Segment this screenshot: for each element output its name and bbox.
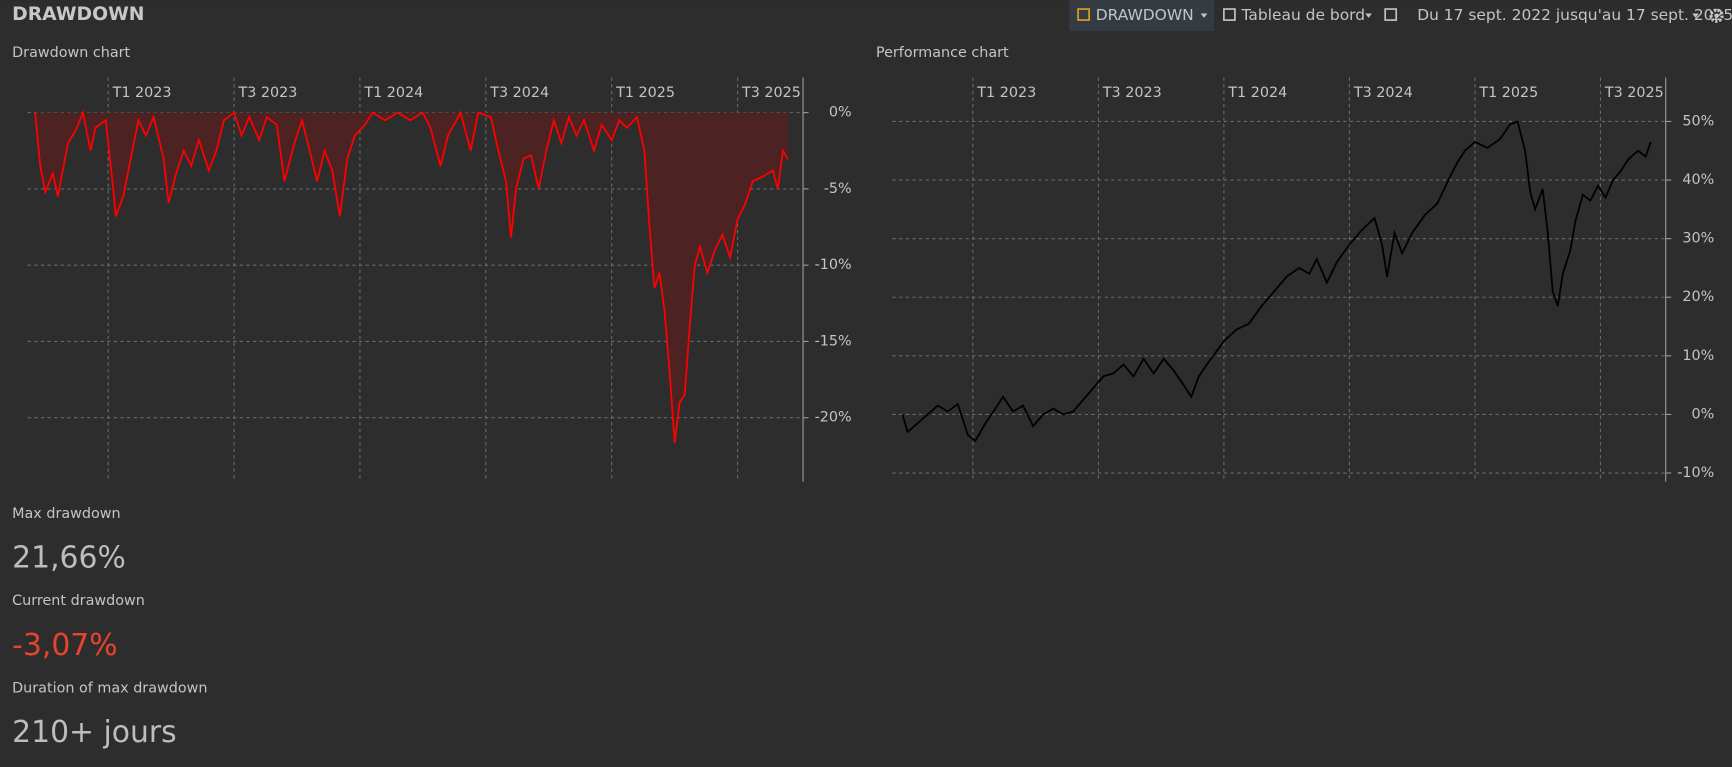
y-tick-label: 40% [1682,172,1714,188]
stat-value: 21,66% [12,541,126,576]
y-tick-label: 50% [1682,113,1714,129]
x-tick-label: T3 2024 [489,85,549,101]
dropdown-arrow[interactable] [1692,13,1699,18]
y-tick-label: -5% [824,181,852,197]
x-tick-label: T1 2023 [112,85,172,101]
tab-icon [1077,8,1090,21]
y-tick-label: 30% [1682,231,1714,247]
tab-active[interactable] [1069,0,1214,32]
settings-icon[interactable] [1709,8,1724,23]
y-tick-label: 0% [829,105,852,121]
settings-icon-center [1714,13,1719,18]
y-tick-label: 10% [1682,348,1714,364]
x-tick-label: T3 2025 [1604,85,1664,101]
y-tick-label: 0% [1692,406,1715,422]
x-tick-label: T1 2024 [363,85,423,101]
x-tick-label: T1 2025 [1478,85,1538,101]
stat-label: Max drawdown [12,506,120,522]
performance-line [901,120,1652,443]
page-title: DRAWDOWN [12,4,144,25]
calendar-icon [1384,8,1398,21]
y-tick-label: -20% [815,410,852,426]
x-tick-label: T3 2023 [237,85,297,101]
x-tick-label: T1 2023 [976,85,1036,101]
dropdown-arrow[interactable] [1365,13,1372,18]
drawdown-line [34,109,789,444]
y-tick-label: -10% [815,257,852,273]
y-tick-label: 20% [1682,289,1714,305]
stat-label: Duration of max drawdown [12,680,207,696]
dashboard-label[interactable]: Tableau de bord [1241,6,1366,24]
chart-title: Performance chart [876,45,1009,61]
x-tick-label: T3 2024 [1353,85,1413,101]
y-tick-label: -10% [1677,465,1714,481]
stat-value: -3,07% [12,628,117,663]
stat-value: 210+ jours [12,715,177,750]
date-range[interactable]: Du 17 sept. 2022 jusqu'au 17 sept. 2025 [1417,6,1732,24]
dashboard-icon [1223,8,1236,21]
x-tick-label: T1 2024 [1227,85,1287,101]
dropdown-arrow[interactable] [1200,13,1208,18]
chart-title: Drawdown chart [12,45,130,61]
drawdown-area [35,112,788,444]
stat-label: Current drawdown [12,593,145,609]
tab-label[interactable]: DRAWDOWN [1096,6,1194,24]
x-tick-label: T3 2023 [1102,85,1162,101]
y-tick-label: -15% [815,333,852,349]
x-tick-label: T3 2025 [741,85,801,101]
x-tick-label: T1 2025 [615,85,675,101]
